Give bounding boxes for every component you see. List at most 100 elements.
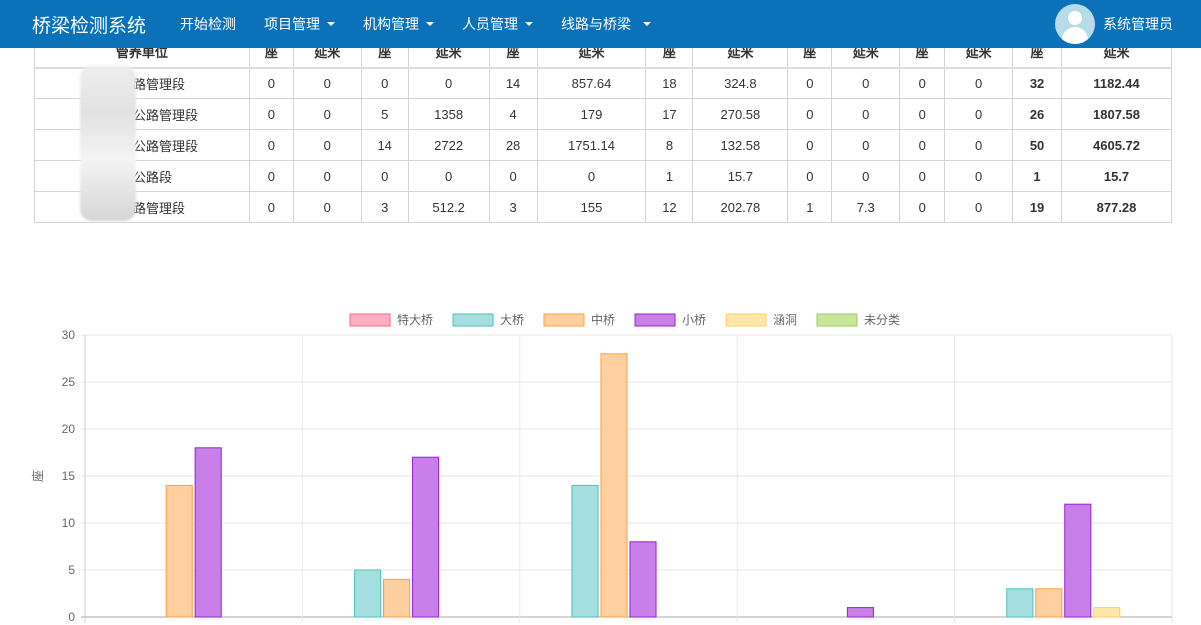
bar[interactable] — [571, 484, 599, 618]
y-tick-label: 0 — [68, 610, 75, 624]
table-cell: 0 — [831, 67, 901, 99]
table-cell: 0 — [360, 67, 409, 99]
table-cell: 12 — [645, 191, 694, 223]
bar[interactable] — [1093, 607, 1121, 618]
legend-item[interactable]: 未分类 — [816, 313, 900, 327]
table-cell: 1 — [1012, 160, 1063, 192]
table-cell: 0 — [787, 67, 833, 99]
table-cell: 0 — [899, 129, 946, 161]
nav-staff-management[interactable]: 人员管理 — [462, 14, 534, 34]
unit-name-cell: 公路段 — [34, 160, 250, 192]
bar[interactable] — [1006, 588, 1034, 618]
legend-item[interactable]: 小桥 — [634, 313, 706, 327]
legend-swatch — [634, 313, 676, 327]
table-cell: 15.7 — [692, 160, 789, 192]
bar[interactable] — [165, 484, 193, 618]
table-cell: 7.3 — [831, 191, 901, 223]
nav-label: 人员管理 — [462, 16, 519, 32]
y-tick-label: 5 — [68, 563, 75, 577]
nav-label: 线路与桥梁 — [561, 16, 632, 32]
table-cell: 877.28 — [1061, 191, 1172, 223]
bar[interactable] — [1064, 503, 1092, 618]
y-tick-label: 25 — [62, 375, 76, 389]
table-cell: 5 — [360, 98, 409, 130]
bar[interactable] — [354, 569, 382, 618]
bar[interactable] — [846, 607, 874, 618]
legend-swatch — [349, 313, 391, 327]
table-cell: 155 — [536, 191, 647, 223]
nav-label: 机构管理 — [363, 16, 420, 32]
table-cell: 1 — [645, 160, 694, 192]
bar[interactable] — [412, 456, 440, 618]
table-row: 路管理段 0 0 3 512.2 3 155 12 202.78 1 7.3 0 0 19 877.28 — [34, 191, 1172, 223]
table-cell: 1182.44 — [1061, 67, 1172, 99]
unit-name-cell: 公路管理段 — [34, 98, 250, 130]
table-cell: 15.7 — [1061, 160, 1172, 192]
table-cell: 0 — [831, 98, 901, 130]
legend-label: 特大桥 — [397, 312, 433, 327]
nav-routes-bridges[interactable]: 线路与桥梁 — [561, 14, 652, 34]
user-menu[interactable]: 系统管理员 — [1055, 4, 1173, 44]
bar[interactable] — [383, 578, 411, 618]
table-cell: 0 — [360, 160, 409, 192]
nav-start-inspection[interactable]: 开始检测 — [180, 14, 236, 34]
table-cell: 270.58 — [692, 98, 789, 130]
table-cell: 1751.14 — [536, 129, 647, 161]
legend-label: 大桥 — [500, 313, 524, 327]
y-tick-label: 30 — [62, 328, 76, 342]
table-cell: 14 — [360, 129, 409, 161]
table-cell: 0 — [899, 160, 946, 192]
caret-down-icon — [327, 22, 336, 26]
table-cell: 0 — [248, 98, 294, 130]
unit-name-cell: 路管理段 — [34, 191, 250, 223]
table-cell: 0 — [407, 160, 490, 192]
table-cell: 0 — [899, 98, 946, 130]
table-cell: 0 — [536, 160, 647, 192]
nav-org-management[interactable]: 机构管理 — [363, 14, 435, 34]
table-cell: 324.8 — [692, 67, 789, 99]
bar[interactable] — [194, 447, 222, 618]
table-cell: 0 — [944, 160, 1014, 192]
table-cell: 0 — [787, 98, 833, 130]
table-cell: 3 — [360, 191, 409, 223]
table-cell: 3 — [488, 191, 538, 223]
table-cell: 0 — [248, 160, 294, 192]
legend-swatch — [816, 313, 858, 327]
legend-item[interactable]: 涵洞 — [725, 313, 797, 327]
avatar-icon — [1055, 4, 1095, 44]
y-tick-label: 20 — [62, 422, 76, 436]
nav-project-management[interactable]: 项目管理 — [264, 14, 336, 34]
legend-label: 中桥 — [591, 312, 615, 327]
table-cell: 0 — [944, 98, 1014, 130]
table-row: 公路管理段 0 0 14 2722 28 1751.14 8 132.58 0 0 0 0 50 4605.… — [34, 129, 1172, 161]
table-cell: 0 — [787, 160, 833, 192]
table-cell: 0 — [292, 129, 362, 161]
table-cell: 0 — [831, 160, 901, 192]
legend-item[interactable]: 中桥 — [543, 312, 615, 327]
legend-item[interactable]: 特大桥 — [349, 312, 433, 327]
y-tick-label: 10 — [62, 516, 76, 530]
bar[interactable] — [629, 541, 657, 618]
table-cell: 32 — [1012, 67, 1063, 99]
blurred-redaction — [80, 66, 136, 221]
table-cell: 0 — [944, 129, 1014, 161]
unit-name-cell: 路管理段 — [34, 67, 250, 99]
table-cell: 0 — [407, 67, 490, 99]
stats-table: 管养单位座延米座延米座延米座延米座延米座延米座延米 路管理段 0 0 0 0 14 857.… — [34, 36, 1172, 223]
legend-item[interactable]: 大桥 — [452, 313, 524, 327]
brand-title[interactable]: 桥梁检测系统 — [32, 15, 147, 37]
bar[interactable] — [1035, 588, 1063, 618]
table-cell: 18 — [645, 67, 694, 99]
caret-down-icon — [643, 22, 652, 26]
bridge-count-chart: 0 5 10 15 20 25 30 座 特大桥 大桥 中桥 小桥 涵洞 未分类 — [30, 312, 1173, 624]
table-cell: 4 — [488, 98, 538, 130]
legend-label: 涵洞 — [773, 313, 797, 327]
y-axis-label: 座 — [30, 470, 45, 482]
table-cell: 0 — [248, 191, 294, 223]
legend-swatch — [543, 313, 585, 327]
bar[interactable] — [600, 353, 628, 618]
table-cell: 0 — [944, 191, 1014, 223]
y-tick-label: 15 — [62, 469, 76, 483]
caret-down-icon — [525, 22, 534, 26]
table-cell: 4605.72 — [1061, 129, 1172, 161]
